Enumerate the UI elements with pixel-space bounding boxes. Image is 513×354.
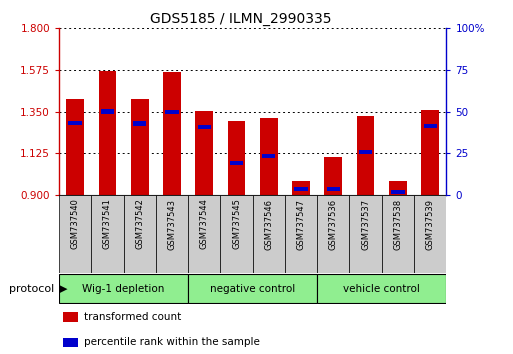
Bar: [317, 195, 349, 273]
Bar: [230, 161, 243, 165]
Bar: [260, 118, 278, 195]
Bar: [414, 195, 446, 273]
Bar: [98, 71, 116, 195]
Text: GSM737538: GSM737538: [393, 199, 402, 250]
Bar: [421, 110, 439, 195]
Bar: [59, 195, 91, 273]
Bar: [195, 110, 213, 195]
Bar: [188, 195, 221, 273]
Bar: [63, 313, 78, 322]
Bar: [228, 121, 245, 195]
Text: vehicle control: vehicle control: [343, 284, 420, 293]
Bar: [221, 195, 252, 273]
Text: GSM737537: GSM737537: [361, 199, 370, 250]
Bar: [63, 338, 78, 347]
Bar: [188, 274, 317, 303]
Text: percentile rank within the sample: percentile rank within the sample: [84, 337, 260, 347]
Bar: [252, 195, 285, 273]
Bar: [391, 190, 405, 194]
Bar: [156, 195, 188, 273]
Text: GDS5185 / ILMN_2990335: GDS5185 / ILMN_2990335: [150, 12, 332, 27]
Text: transformed count: transformed count: [84, 312, 182, 322]
Bar: [327, 187, 340, 191]
Text: GSM737544: GSM737544: [200, 199, 209, 250]
Bar: [68, 121, 82, 125]
Bar: [124, 195, 156, 273]
Text: GSM737536: GSM737536: [329, 199, 338, 250]
Bar: [131, 99, 149, 195]
Text: GSM737547: GSM737547: [297, 199, 306, 250]
Text: GSM737540: GSM737540: [71, 199, 80, 250]
Bar: [382, 195, 414, 273]
Text: GSM737539: GSM737539: [426, 199, 435, 250]
Bar: [424, 124, 437, 129]
Bar: [133, 121, 146, 126]
Text: Wig-1 depletion: Wig-1 depletion: [83, 284, 165, 293]
Text: GSM737545: GSM737545: [232, 199, 241, 250]
Bar: [165, 110, 179, 114]
Bar: [294, 187, 308, 191]
Bar: [324, 157, 342, 195]
Bar: [285, 195, 317, 273]
Bar: [317, 274, 446, 303]
Text: GSM737543: GSM737543: [167, 199, 176, 250]
Bar: [262, 154, 275, 158]
Text: ▶: ▶: [58, 284, 67, 293]
Text: protocol: protocol: [9, 284, 54, 293]
Bar: [198, 125, 211, 129]
Bar: [349, 195, 382, 273]
Bar: [66, 98, 84, 195]
Bar: [359, 150, 372, 154]
Text: negative control: negative control: [210, 284, 295, 293]
Text: GSM737546: GSM737546: [264, 199, 273, 250]
Bar: [163, 72, 181, 195]
Text: GSM737541: GSM737541: [103, 199, 112, 250]
Text: GSM737542: GSM737542: [135, 199, 144, 250]
Bar: [389, 181, 407, 195]
Bar: [59, 274, 188, 303]
Bar: [101, 109, 114, 114]
Bar: [91, 195, 124, 273]
Bar: [357, 116, 374, 195]
Bar: [292, 181, 310, 195]
